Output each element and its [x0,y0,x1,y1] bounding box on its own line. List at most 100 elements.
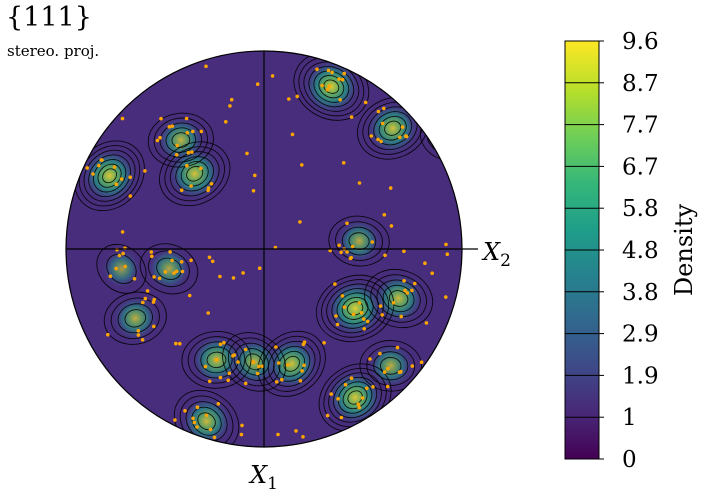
orientation-marker [337,243,341,248]
orientation-marker [183,409,187,413]
contour-5-5 [278,350,306,377]
orientation-marker [207,379,212,384]
density-peak-4 [426,112,462,160]
projection-circle [65,50,463,448]
orientation-marker [363,100,368,105]
orientation-marker [208,427,213,432]
orientation-marker [174,269,179,274]
orientation-marker [170,124,175,128]
density-peak-12 [179,394,234,447]
orientation-marker [241,271,245,275]
orientation-marker [400,125,405,129]
orientation-marker [287,97,291,101]
orientation-marker [239,432,244,437]
contour-12-5 [197,412,216,431]
contour-0-4 [88,154,131,198]
contour-3-4 [373,111,413,146]
orientation-marker [276,361,281,365]
colorbar-tick-label: 6.7 [622,154,659,180]
orientation-marker [185,131,190,135]
orientation-marker [320,83,324,88]
orientation-marker [349,115,354,119]
orientation-marker [276,432,280,437]
orientation-marker [365,319,370,324]
orientation-marker [382,213,387,217]
orientation-marker [114,182,119,186]
orientation-marker [155,138,160,143]
contour-1-5 [171,132,191,148]
contour-16-2 [335,221,383,261]
orientation-marker [295,94,300,99]
contour-15-2 [164,146,225,202]
contour-7-4 [239,348,269,376]
orientation-marker [350,244,355,249]
orientation-marker [298,379,303,383]
orientation-marker [274,345,278,349]
contour-6-2 [187,336,246,384]
contour-16-3 [341,226,377,256]
orientation-marker [152,324,156,329]
orientation-marker [173,418,177,422]
orientation-marker [260,364,265,369]
orientation-marker [386,366,390,371]
orientation-marker [100,158,104,162]
orientation-marker [184,116,189,121]
orientation-marker [340,77,345,82]
contour-9-2 [370,274,427,323]
orientation-marker [380,313,385,317]
orientation-marker [149,250,154,254]
orientation-marker [326,68,331,73]
density-peak-2 [301,56,362,117]
orientation-marker [97,163,101,168]
orientation-marker [424,321,429,325]
contour-10-6 [342,385,368,410]
orientation-marker [212,435,217,440]
orientation-marker [340,294,345,298]
orientation-marker [356,402,361,407]
orientation-marker [150,254,154,259]
x2-axis-label: X2 [481,238,511,271]
orientation-marker [302,363,306,368]
orientation-marker [410,364,415,368]
contour-8-5 [336,292,374,325]
orientation-marker [179,260,184,264]
orientation-marker [108,274,113,279]
colorbar-tick-label: 7.7 [622,113,659,139]
orientation-marker [175,143,179,148]
orientation-marker [117,253,122,258]
orientation-marker [163,270,168,274]
orientation-marker [218,375,223,380]
orientation-marker [419,360,424,365]
orientation-marker [357,405,362,410]
orientation-marker [301,435,305,439]
orientation-marker [322,341,326,345]
contour-17-1 [96,243,147,294]
orientation-marker [371,385,375,389]
orientation-marker [195,405,200,410]
orientation-marker [204,64,208,69]
orientation-marker [274,380,279,384]
pole-figure-title: {111} [6,2,92,33]
orientation-marker [285,363,290,367]
orientation-marker [257,364,261,369]
orientation-marker [216,402,221,406]
density-peak-14 [146,245,192,292]
contour-6-3 [194,341,239,379]
orientation-marker [228,104,232,108]
contour-8-2 [321,279,390,338]
colorbar-tick-label: 0 [622,447,637,473]
orientation-marker [143,296,148,301]
orientation-marker [231,276,236,280]
contour-11-4 [380,356,402,375]
orientation-marker [351,312,356,317]
contour-6-1 [181,331,252,389]
orientation-marker [348,256,353,261]
density-peak-8 [324,277,386,339]
orientation-markers [85,64,450,440]
contour-13-4 [124,309,147,328]
contour-4-4 [439,127,461,145]
orientation-marker [222,340,226,345]
orientation-marker [157,276,162,281]
orientation-marker [378,351,382,356]
